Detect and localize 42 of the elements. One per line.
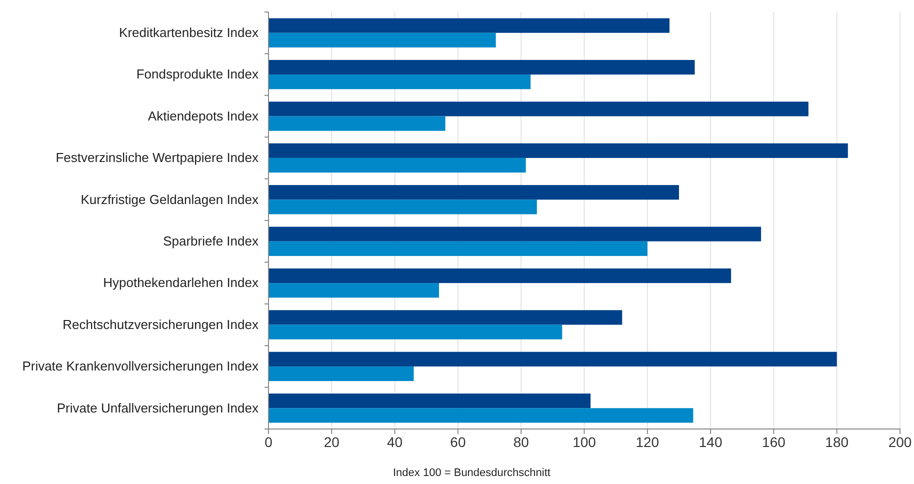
x-tick-label: 120 xyxy=(636,434,660,450)
y-tick-label: Aktiendepots Index xyxy=(148,108,259,124)
x-tick-label: 80 xyxy=(513,434,530,450)
bar xyxy=(268,185,679,200)
bar xyxy=(268,241,648,256)
bar xyxy=(268,18,670,33)
bar xyxy=(268,74,531,90)
x-tick-label: 60 xyxy=(450,434,466,450)
x-tick-label: 0 xyxy=(264,434,273,450)
bar xyxy=(268,268,732,284)
bar xyxy=(268,60,695,75)
bar xyxy=(268,324,562,340)
bar xyxy=(268,32,496,48)
y-tick-label: Festverzinsliche Wertpapiere Index xyxy=(56,150,259,166)
bar xyxy=(268,394,591,408)
y-tick-label: Private Krankenvollversicherungen Index xyxy=(22,358,259,374)
x-tick-label: 140 xyxy=(698,434,722,450)
bar xyxy=(268,283,440,298)
bar xyxy=(268,352,837,366)
x-tick-label: 160 xyxy=(762,434,786,450)
x-tick-label: 20 xyxy=(324,434,340,450)
bar xyxy=(268,310,622,325)
x-tick-label: 180 xyxy=(825,434,849,450)
y-tick-label: Private Unfallversicherungen Index xyxy=(56,400,259,416)
bar xyxy=(268,102,808,116)
y-tick-label: Kurzfristige Geldanlagen Index xyxy=(80,192,259,207)
bar xyxy=(268,200,537,214)
bar xyxy=(268,366,414,382)
x-tick-label: 40 xyxy=(387,434,403,450)
y-tick-label: Sparbriefe Index xyxy=(163,234,259,249)
text: Index 100 = Bundesdurchschnitt xyxy=(393,467,550,479)
bar xyxy=(268,143,848,158)
y-tick-label: Rechtschutzversicherungen Index xyxy=(62,316,259,332)
bar xyxy=(268,226,762,242)
bar xyxy=(268,116,446,131)
bar xyxy=(268,408,694,423)
y-tick-label: Kreditkartenbesitz Index xyxy=(119,25,259,40)
y-tick-label: Fondsprodukte Index xyxy=(136,66,259,82)
x-tick-label: 200 xyxy=(888,434,912,450)
y-tick-label: Hypothekendarlehen Index xyxy=(103,275,259,290)
bar xyxy=(268,158,526,173)
x-tick-label: 100 xyxy=(572,434,596,450)
